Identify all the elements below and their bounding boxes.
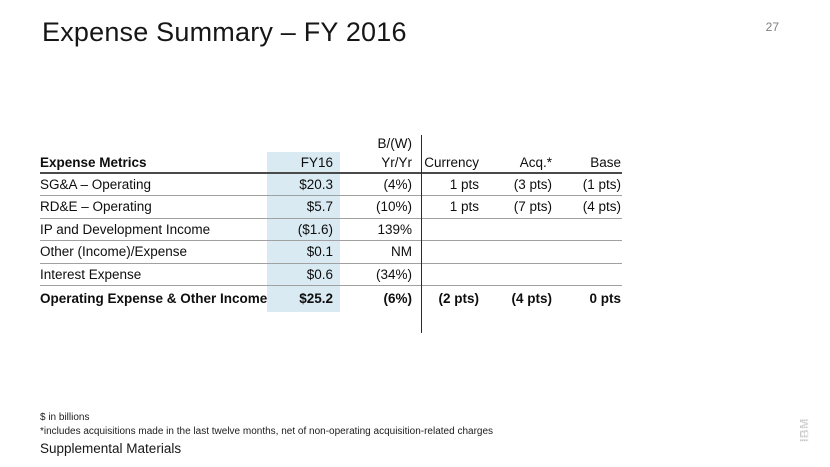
fy16-value: $0.1 [267,240,340,264]
metric-label: Operating Expense & Other Income [40,291,267,307]
acq-value: (4 pts) [511,291,553,307]
col-header-base: Base [553,152,622,174]
fy16-value: $0.6 [267,263,340,286]
empty-cell [40,135,267,152]
col-header-fy16: FY16 [267,152,340,174]
table-row-ip-development: IP and Development Income ($1.6) 139% [40,218,622,241]
base-value [553,263,622,286]
currency-value [413,240,480,264]
currency-value: 1 pts [413,195,480,219]
metric-label: IP and Development Income [40,218,267,241]
yryr-value: (4%) [340,173,413,196]
fy16-value: $25.2 [267,285,340,312]
yryr-value: NM [340,240,413,264]
currency-value: (2 pts) [438,291,480,307]
table-row-sga: SG&A – Operating $20.3 (4%) 1 pts (3 pts… [40,173,622,196]
col-header-currency: Currency [413,152,480,174]
acq-value [480,240,553,264]
fy16-value: $20.3 [267,173,340,196]
footnote-billions: $ in billions [40,412,90,423]
acq-value: (3 pts) [480,173,553,196]
currency-value: 1 pts [413,173,480,196]
yryr-value: (6%) [383,291,412,307]
empty-cell [480,135,553,152]
empty-cell [553,135,622,152]
currency-value [413,218,480,241]
ibm-logo-text: IBM [798,418,812,442]
empty-cell [413,135,480,152]
table-vertical-divider [421,135,422,333]
base-value: (4 pts) [553,195,622,219]
empty-cell [267,135,340,152]
base-value: 0 pts [589,291,621,307]
expense-metrics-table: B/(W) Expense Metrics FY16 Yr/Yr Currenc… [40,135,622,333]
metric-label: Other (Income)/Expense [40,240,267,264]
metric-label: RD&E – Operating [40,195,267,219]
table-header-row: Expense Metrics FY16 Yr/Yr Currency Acq.… [40,152,622,174]
acq-value: (7 pts) [480,195,553,219]
fy16-value: $5.7 [267,195,340,219]
supplemental-materials-label: Supplemental Materials [40,441,182,456]
currency-value [413,263,480,286]
base-value: (1 pts) [553,173,622,196]
acq-value [480,263,553,286]
base-value [553,218,622,241]
yryr-value: (34%) [340,263,413,286]
base-value [553,240,622,264]
fy16-value: ($1.6) [267,218,340,241]
col-header-acq: Acq.* [480,152,553,174]
table-row-interest-expense: Interest Expense $0.6 (34%) [40,263,622,286]
col-header-yryr: Yr/Yr [340,152,413,174]
page-title: Expense Summary – FY 2016 [42,17,407,47]
table-group-header-row: B/(W) [40,135,622,152]
table-row-other-income-expense: Other (Income)/Expense $0.1 NM [40,240,622,264]
page-number: 27 [765,20,779,34]
ibm-logo-icon: IBM [791,407,817,451]
table-row-rde: RD&E – Operating $5.7 (10%) 1 pts (7 pts… [40,195,622,219]
expense-table: B/(W) Expense Metrics FY16 Yr/Yr Currenc… [40,135,622,312]
table-row-total-operating-expense: Operating Expense & Other Income $25.2 (… [40,285,622,312]
yryr-value: 139% [340,218,413,241]
col-header-expense-metrics: Expense Metrics [40,152,267,174]
yryr-value: (10%) [340,195,413,219]
metric-label: Interest Expense [40,263,267,286]
metric-label: SG&A – Operating [40,173,267,196]
col-group-bw-label: B/(W) [377,136,413,151]
footnote-acquisitions: *includes acquisitions made in the last … [40,426,494,437]
acq-value [480,218,553,241]
